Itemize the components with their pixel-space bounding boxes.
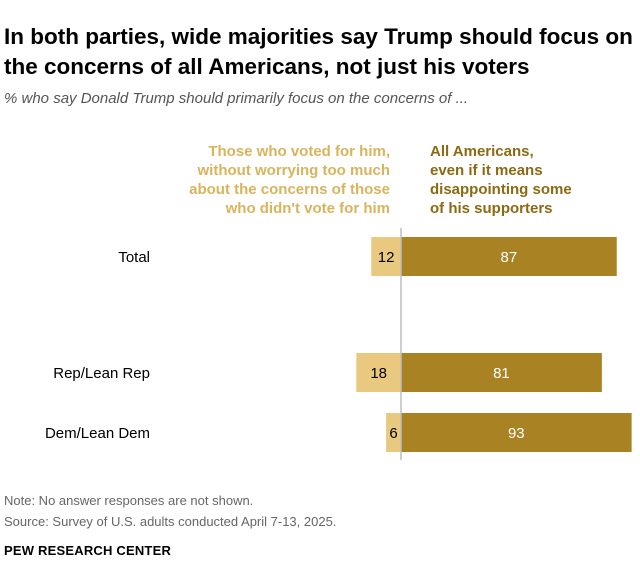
data-label-voted-for-him: 6: [389, 425, 397, 442]
right-column-header: All Americans, even if it means disappoi…: [430, 142, 572, 218]
chart-title: In both parties, wide majorities say Tru…: [4, 24, 633, 79]
bar-voted-for-him: [386, 413, 401, 452]
source-text: Source: Survey of U.S. adults conducted …: [4, 514, 337, 529]
left-header-line: about the concerns of those: [189, 181, 390, 198]
data-label-all-americans: 81: [493, 365, 510, 382]
data-label-all-americans: 93: [508, 425, 525, 442]
right-header-line: even if it means: [430, 162, 543, 179]
category-label: Rep/Lean Rep: [53, 365, 150, 382]
chart-subtitle: % who say Donald Trump should primarily …: [4, 90, 469, 107]
left-header-line: Those who voted for him,: [208, 143, 390, 160]
bar-voted-for-him: [371, 237, 401, 276]
data-label-voted-for-him: 18: [370, 365, 387, 382]
left-header-line: without worrying too much: [197, 162, 390, 179]
left-column-header: Those who voted for him, without worryin…: [189, 142, 390, 218]
data-label-voted-for-him: 12: [378, 249, 395, 266]
bar-all-americans: [401, 353, 602, 392]
note-text: Note: No answer responses are not shown.: [4, 493, 254, 508]
bar-voted-for-him: [356, 353, 401, 392]
bar-all-americans: [401, 237, 617, 276]
left-header-line: who didn't vote for him: [225, 200, 390, 217]
category-label: Dem/Lean Dem: [45, 425, 150, 442]
right-header-line: All Americans,: [430, 143, 534, 160]
right-header-line: of his supporters: [430, 200, 553, 217]
right-header-line: disappointing some: [430, 181, 572, 198]
category-label: Total: [118, 249, 150, 266]
brand-label: PEW RESEARCH CENTER: [4, 543, 172, 558]
data-label-all-americans: 87: [501, 249, 518, 266]
bar-all-americans: [401, 413, 632, 452]
